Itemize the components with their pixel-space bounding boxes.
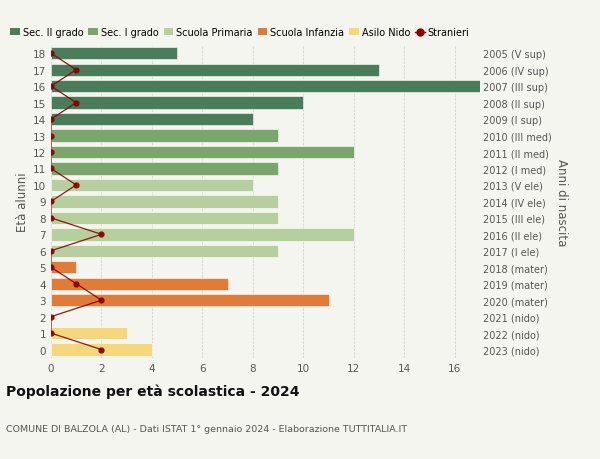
Bar bbox=[51, 245, 278, 257]
Bar bbox=[51, 212, 278, 224]
Text: Popolazione per età scolastica - 2024: Popolazione per età scolastica - 2024 bbox=[6, 383, 299, 398]
Bar bbox=[51, 114, 253, 126]
Bar bbox=[51, 179, 253, 192]
Bar bbox=[51, 146, 354, 159]
Bar bbox=[51, 81, 480, 93]
Bar bbox=[51, 130, 278, 142]
Bar bbox=[51, 294, 329, 307]
Bar bbox=[51, 64, 379, 77]
Y-axis label: Anni di nascita: Anni di nascita bbox=[555, 158, 568, 246]
Bar bbox=[51, 97, 304, 110]
Bar bbox=[51, 344, 152, 356]
Bar bbox=[51, 163, 278, 175]
Bar bbox=[51, 229, 354, 241]
Bar bbox=[51, 278, 227, 290]
Text: COMUNE DI BALZOLA (AL) - Dati ISTAT 1° gennaio 2024 - Elaborazione TUTTITALIA.IT: COMUNE DI BALZOLA (AL) - Dati ISTAT 1° g… bbox=[6, 425, 407, 433]
Legend: Sec. II grado, Sec. I grado, Scuola Primaria, Scuola Infanzia, Asilo Nido, Stran: Sec. II grado, Sec. I grado, Scuola Prim… bbox=[10, 28, 469, 38]
Bar bbox=[51, 196, 278, 208]
Bar bbox=[51, 262, 76, 274]
Bar bbox=[51, 48, 177, 60]
Y-axis label: Età alunni: Età alunni bbox=[16, 172, 29, 232]
Bar bbox=[51, 327, 127, 340]
